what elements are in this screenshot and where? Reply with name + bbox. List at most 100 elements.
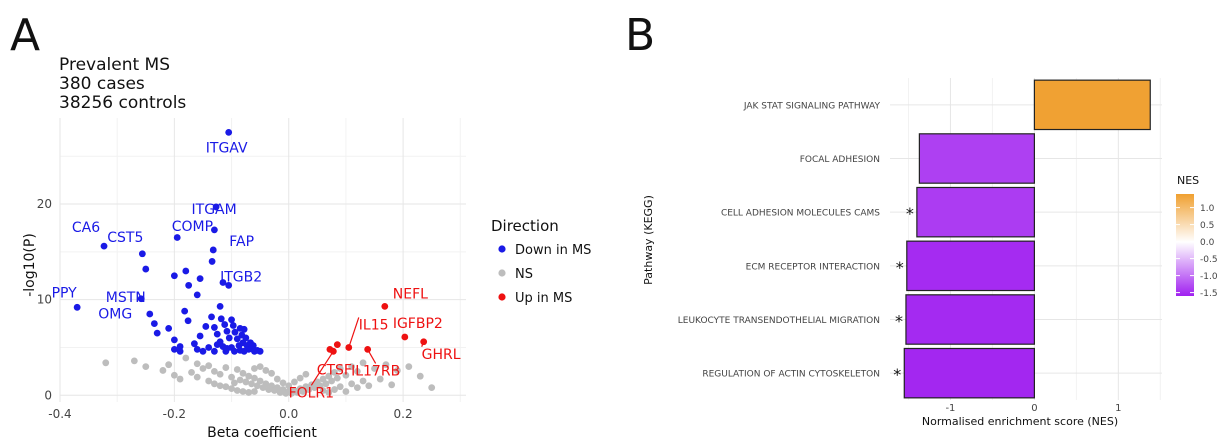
gene-label: FAP — [229, 234, 254, 250]
point-ns — [268, 369, 275, 377]
point-down-in-ms — [208, 258, 216, 265]
point-down-in-ms — [173, 234, 181, 241]
point-ns — [291, 378, 298, 386]
point-ns — [193, 373, 201, 381]
point-down-in-ms — [153, 329, 161, 337]
point-ns — [222, 364, 230, 371]
point-down-in-ms — [217, 315, 225, 323]
volcano-x-tick-label: 0.2 — [394, 407, 413, 421]
point-up-in-ms — [326, 346, 334, 353]
point-ns — [325, 389, 333, 396]
nes-bar — [916, 186, 1035, 238]
point-down-in-ms — [142, 265, 150, 273]
point-down-in-ms — [233, 335, 241, 343]
pathway-labels: JAK STAT SIGNALING PATHWAY FOCAL ADHESION… — [678, 101, 881, 379]
point-ns — [216, 370, 224, 378]
point-down-in-ms — [210, 324, 218, 331]
point-down-in-ms — [182, 267, 190, 275]
label-leader-line — [421, 341, 425, 347]
point-down-in-ms — [170, 272, 178, 280]
point-down-in-ms — [196, 332, 204, 340]
point-ns — [210, 380, 218, 388]
nes-bar — [905, 294, 1035, 345]
gene-label: IL17RB — [351, 363, 400, 379]
enrichment-x-tick-labels: -1 0 1 — [945, 403, 1121, 414]
point-ns — [336, 365, 344, 372]
point-ns — [296, 374, 304, 382]
point-ns — [193, 360, 201, 368]
volcano-gridlines — [59, 118, 466, 402]
nes-bar — [903, 347, 1035, 399]
point-ns — [130, 357, 138, 365]
enrichment-bar-panel: B JAK STAT SIGNALING PATHWAY FOCAL ADHESI… — [625, 10, 1218, 428]
point-down-in-ms — [240, 347, 248, 355]
volcano-y-tick-label: 20 — [37, 197, 52, 211]
colorbar-tick-label: -1.0 — [1200, 272, 1218, 282]
point-down-in-ms — [209, 246, 217, 254]
point-down-in-ms — [216, 302, 224, 310]
point-ns — [239, 369, 247, 377]
point-ns — [205, 377, 213, 385]
point-ns — [328, 377, 336, 385]
gene-label: CA6 — [72, 220, 100, 236]
pathway-label: ECM RECEPTOR INTERACTION — [746, 262, 880, 272]
volcano-y-tick-label: 0 — [44, 388, 52, 402]
point-ns — [342, 388, 350, 395]
point-ns — [233, 387, 241, 394]
colorbar-title: NES — [1177, 174, 1199, 187]
point-ns — [371, 365, 378, 372]
point-down-in-ms — [213, 341, 221, 349]
point-ns — [388, 381, 396, 389]
legend-swatch-down — [498, 245, 506, 253]
point-down-in-ms — [196, 275, 204, 283]
panel-b-label: B — [625, 10, 655, 61]
gene-label: OMG — [98, 307, 132, 323]
label-leader-line — [310, 350, 334, 386]
point-ns — [188, 368, 195, 376]
point-down-in-ms — [210, 347, 218, 355]
point-ns — [248, 380, 255, 388]
volcano-y-tick-label: 10 — [37, 293, 52, 307]
significance-star: * — [893, 365, 901, 384]
volcano-points — [73, 128, 436, 397]
gene-label: GHRL — [422, 347, 461, 363]
legend-label-ns: NS — [515, 267, 533, 282]
point-down-in-ms — [256, 347, 264, 355]
volcano-title-line-2: 380 cases — [59, 74, 145, 94]
volcano-y-tick-labels: 0 10 20 — [37, 197, 52, 402]
point-ns — [159, 367, 167, 374]
point-ns — [331, 386, 338, 393]
gene-label: CST5 — [107, 230, 143, 246]
pathway-label: REGULATION OF ACTIN CYTOSKELETON — [702, 370, 880, 380]
point-ns — [353, 368, 361, 375]
enrichment-y-axis-label: Pathway (KEGG) — [642, 195, 655, 285]
point-down-in-ms — [212, 203, 220, 211]
point-down-in-ms — [137, 295, 145, 303]
point-ns — [142, 363, 150, 371]
point-ns — [348, 380, 356, 388]
volcano-x-tick-labels: -0.4 -0.2 0.0 0.2 — [48, 407, 412, 421]
point-ns — [348, 363, 356, 371]
point-down-in-ms — [219, 279, 227, 286]
point-down-in-ms — [73, 303, 81, 311]
significance-star: * — [896, 258, 904, 277]
point-down-in-ms — [202, 323, 210, 330]
point-down-in-ms — [213, 330, 221, 338]
legend-label-up: Up in MS — [515, 291, 572, 306]
point-down-in-ms — [176, 347, 184, 355]
gene-label: ITGAM — [192, 202, 237, 218]
colorbar-gradient — [1176, 194, 1194, 296]
point-down-in-ms — [184, 317, 192, 325]
point-down-in-ms — [193, 291, 201, 299]
point-down-in-ms — [138, 250, 146, 258]
point-ns — [405, 363, 413, 371]
volcano-y-axis-label: -log10(P) — [22, 233, 38, 297]
pathway-label: JAK STAT SIGNALING PATHWAY — [743, 101, 881, 111]
point-ns — [228, 385, 235, 393]
legend-swatch-up — [498, 293, 506, 301]
point-ns — [285, 382, 293, 390]
colorbar-tick-label: 0.0 — [1200, 238, 1215, 248]
volcano-plot-panel: A Prevalent MS 380 cases 38256 controls … — [10, 10, 591, 441]
colorbar-tick-labels: 1.0 0.5 0.0 -0.5 -1.0 -1.5 — [1176, 204, 1218, 299]
point-ns — [331, 368, 338, 376]
